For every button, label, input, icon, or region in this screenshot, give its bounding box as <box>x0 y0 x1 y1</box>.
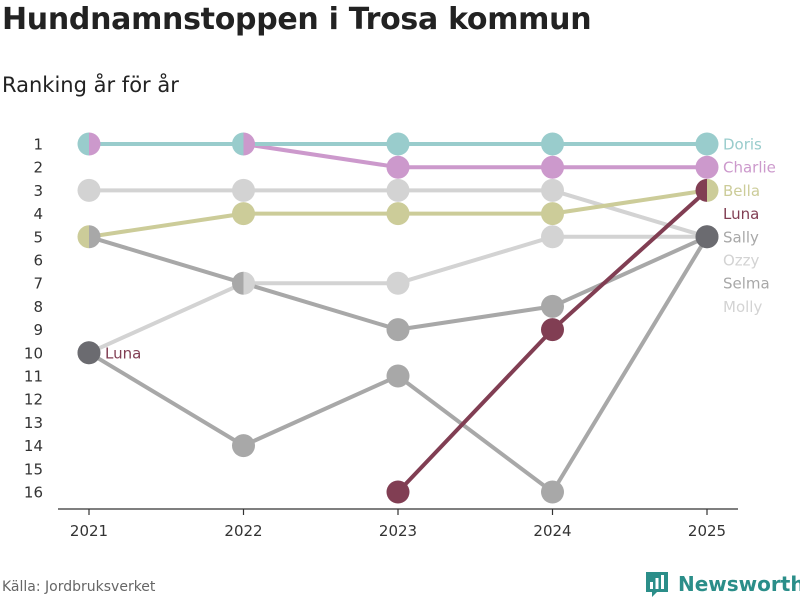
end-label-ozzy: Ozzy <box>723 252 760 270</box>
y-tick-label: 15 <box>24 460 43 478</box>
marker-ozzy <box>386 271 410 295</box>
marker-doris <box>386 132 410 156</box>
y-tick-label: 1 <box>33 136 43 154</box>
marker-ozzy <box>243 271 256 295</box>
y-tick-label: 13 <box>24 414 43 432</box>
end-label-selma: Selma <box>723 275 770 293</box>
marker-charlie <box>695 155 719 179</box>
marker-bella <box>232 202 255 226</box>
end-label-luna: Luna <box>723 205 759 223</box>
marker-charlie <box>541 155 564 179</box>
series-labels: Luna Doris Charlie Bella Luna Sally Ozzy Selma M… <box>105 136 776 363</box>
y-tick-label: 5 <box>33 228 43 246</box>
y-tick-label: 2 <box>33 159 43 177</box>
marker-molly <box>386 178 410 202</box>
marker-selma <box>386 364 410 388</box>
bar-chart-logo-icon <box>646 572 668 597</box>
marker-bella <box>541 202 564 226</box>
axes: 2021 2022 2023 2024 202512345678910111213141… <box>24 136 738 540</box>
highlight-marker <box>77 341 101 365</box>
marker-luna <box>695 178 707 202</box>
marker-selma <box>541 480 564 504</box>
marker-charlie <box>386 155 410 179</box>
marker-bella <box>386 202 410 226</box>
marker-sally <box>386 318 410 342</box>
end-label-charlie: Charlie <box>723 159 776 177</box>
marker-molly <box>77 178 101 202</box>
x-tick-label: 2024 <box>533 522 571 540</box>
marker-ozzy <box>541 225 564 249</box>
end-label-bella: Bella <box>723 182 760 200</box>
x-tick-label: 2023 <box>379 522 417 540</box>
y-tick-label: 3 <box>33 182 43 200</box>
marker-bella <box>77 225 89 249</box>
end-label-sally: Sally <box>723 228 759 246</box>
y-tick-label: 9 <box>33 321 43 339</box>
y-tick-label: 14 <box>24 437 43 455</box>
annotation-label: Luna <box>105 344 141 362</box>
y-tick-label: 4 <box>33 205 43 223</box>
marker-bella <box>707 178 719 202</box>
end-label-molly: Molly <box>723 298 762 316</box>
marker-doris <box>541 132 564 156</box>
y-tick-label: 10 <box>24 344 43 362</box>
y-tick-label: 12 <box>24 391 43 409</box>
y-tick-label: 16 <box>24 484 43 502</box>
marker-charlie <box>89 132 101 156</box>
chart-subtitle: Ranking år för år <box>2 73 179 97</box>
marker-doris <box>77 132 89 156</box>
x-tick-label: 2021 <box>70 522 108 540</box>
marker-sally <box>89 225 101 249</box>
source-note: Källa: Jordbruksverket <box>2 579 156 595</box>
y-tick-label: 6 <box>33 252 43 270</box>
y-tick-label: 11 <box>24 368 43 386</box>
series-markers <box>77 132 719 504</box>
brand-logo[interactable]: Newsworthy <box>644 570 800 598</box>
marker-sally <box>232 271 244 295</box>
marker-molly <box>232 178 255 202</box>
marker-doris <box>695 132 719 156</box>
end-label-doris: Doris <box>723 136 762 154</box>
brand-name: Newsworthy <box>678 572 800 596</box>
x-tick-label: 2025 <box>688 522 726 540</box>
marker-luna <box>386 480 410 504</box>
marker-molly <box>541 178 564 202</box>
x-tick-label: 2022 <box>224 522 262 540</box>
y-tick-label: 7 <box>33 275 43 293</box>
marker-charlie <box>243 132 256 156</box>
marker-selma <box>232 434 255 458</box>
highlight-marker <box>695 225 719 249</box>
y-tick-label: 8 <box>33 298 43 316</box>
marker-luna <box>541 318 564 342</box>
marker-sally <box>541 294 564 318</box>
chart-title: Hundnamnstoppen i Trosa kommun <box>2 2 592 37</box>
marker-doris <box>232 132 244 156</box>
